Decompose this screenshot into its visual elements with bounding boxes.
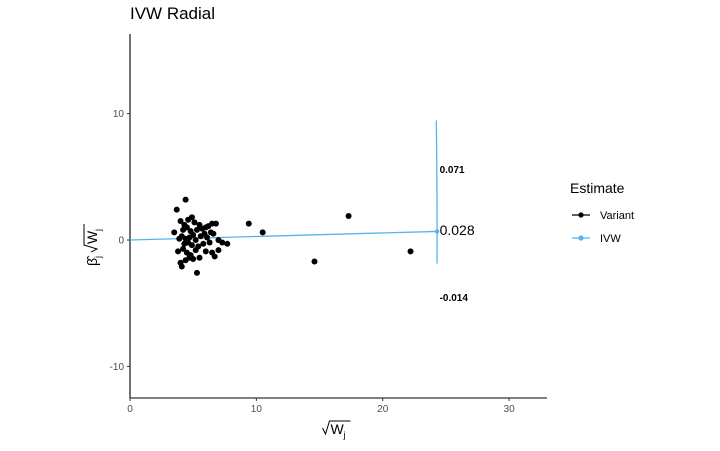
x-tick-label: 30 [504, 404, 516, 415]
variant-point [188, 242, 195, 249]
variant-point [211, 253, 218, 260]
variant-point [259, 229, 266, 236]
y-axis-label-beta: β̂ [84, 255, 100, 266]
variant-point [190, 231, 197, 238]
variant-point [219, 239, 226, 246]
variant-point [311, 258, 318, 265]
variant-point [192, 237, 199, 244]
variant-point [173, 206, 180, 213]
slope-annotations: 0.071 0.028 -0.014 [440, 165, 475, 304]
legend-label: Variant [600, 210, 634, 222]
ivw-estimate-group [129, 120, 440, 264]
variant-point [200, 240, 207, 247]
variant-point [191, 219, 198, 226]
x-tick-label: 0 [127, 404, 133, 415]
variant-point [193, 226, 200, 233]
variant-point [202, 248, 209, 255]
variant-point [345, 213, 352, 219]
variant-point [215, 247, 222, 254]
variant-point [171, 229, 178, 236]
x-axis-label-text: W [331, 421, 345, 437]
variant-point [192, 247, 199, 254]
variant-point [212, 220, 219, 227]
sqrt-radical [322, 420, 351, 436]
slope-annotation: -0.014 [440, 293, 469, 304]
variant-point [196, 221, 203, 228]
variant-point [176, 235, 183, 242]
variant-point [407, 248, 414, 255]
x-axis-label-subscript: j [343, 430, 346, 440]
x-tick-label: 20 [377, 404, 389, 415]
y-axis-label-w: W [84, 230, 100, 244]
variant-point [196, 254, 203, 261]
variant-point [178, 263, 185, 270]
y-sqrt-radical [83, 224, 99, 253]
y-axis-label-w-subscript: j [93, 229, 103, 232]
variant-point [180, 226, 187, 233]
y-axis-label-beta-subscript: j [93, 256, 103, 259]
y-tick-label: 10 [113, 109, 125, 120]
slope-annotation: 0.071 [440, 165, 465, 176]
variant-point [175, 248, 182, 255]
legend-title: Estimate [570, 180, 625, 196]
chart-title: IVW Radial [130, 4, 216, 23]
legend: Variant IVW [572, 210, 634, 245]
legend-label: IVW [600, 233, 621, 245]
y-tick-label: -10 [110, 362, 125, 373]
variant-point [177, 218, 184, 225]
variant-point [206, 239, 213, 246]
variant-point [190, 255, 197, 262]
legend-key-point [578, 212, 584, 218]
variant-point [193, 269, 200, 276]
variant-point [210, 230, 217, 237]
slope-annotation: 0.028 [440, 222, 475, 238]
x-tick-label: 10 [251, 404, 263, 415]
variant-point [245, 220, 252, 227]
legend-key-point [578, 235, 584, 241]
variant-point [188, 214, 195, 221]
ivw-endpoint [434, 229, 440, 234]
variant-point [180, 245, 187, 252]
variant-point [224, 240, 231, 247]
variant-point [182, 196, 189, 203]
variant-points [171, 196, 414, 276]
variant-point [204, 234, 211, 241]
y-axis-label: β̂jWj [83, 224, 103, 266]
ivw-arc [435, 120, 438, 264]
y-tick-label: 0 [118, 236, 124, 247]
